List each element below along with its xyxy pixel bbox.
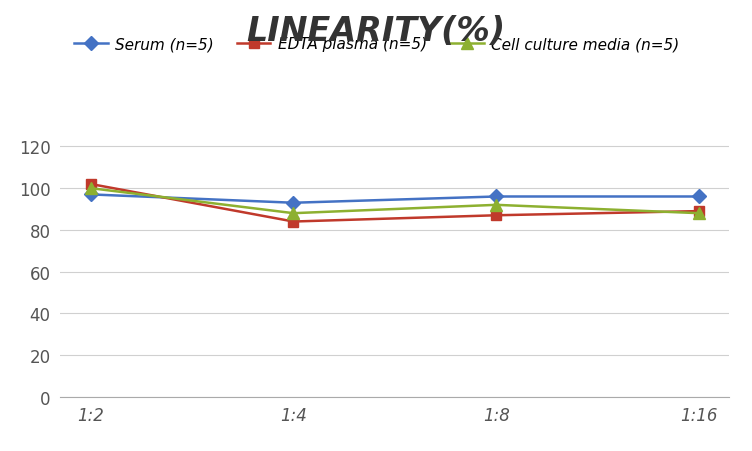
Legend: Serum (n=5), EDTA plasma (n=5), Cell culture media (n=5): Serum (n=5), EDTA plasma (n=5), Cell cul… — [68, 31, 686, 58]
Text: LINEARITY(%): LINEARITY(%) — [247, 15, 505, 48]
Serum (n=5) — [695, 194, 704, 200]
Line: EDTA plasma (n=5): EDTA plasma (n=5) — [86, 179, 704, 227]
EDTA plasma (n=5) — [86, 182, 95, 187]
Line: Cell culture media (n=5): Cell culture media (n=5) — [85, 183, 705, 219]
Cell culture media (n=5) — [492, 202, 501, 208]
EDTA plasma (n=5) — [695, 209, 704, 214]
Cell culture media (n=5) — [289, 211, 298, 216]
EDTA plasma (n=5) — [289, 219, 298, 225]
Serum (n=5) — [492, 194, 501, 200]
EDTA plasma (n=5) — [492, 213, 501, 218]
Cell culture media (n=5) — [86, 186, 95, 191]
Line: Serum (n=5): Serum (n=5) — [86, 190, 704, 208]
Serum (n=5) — [289, 201, 298, 206]
Cell culture media (n=5) — [695, 211, 704, 216]
Serum (n=5) — [86, 192, 95, 198]
